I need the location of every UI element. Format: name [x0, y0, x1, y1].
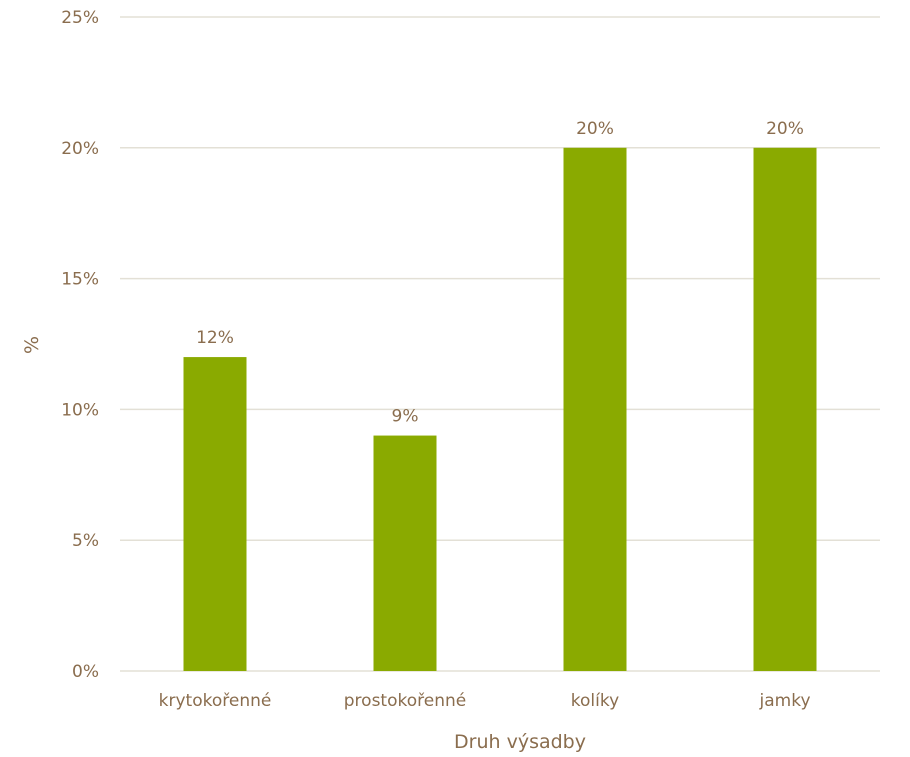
bar-value-label: 20% — [766, 119, 804, 139]
y-axis-title: % — [21, 336, 43, 354]
y-tick-label: 20% — [61, 139, 99, 159]
x-axis-title: Druh výsadby — [454, 731, 586, 753]
bar-value-label: 20% — [576, 119, 614, 139]
x-category-label: krytokořenné — [159, 691, 272, 711]
x-axis-categories: krytokořenné prostokořenné kolíky jamky — [159, 691, 811, 711]
x-category-label: prostokořenné — [344, 691, 466, 711]
y-tick-label: 5% — [72, 531, 99, 551]
gridlines — [120, 16, 880, 672]
x-category-label: jamky — [759, 691, 811, 711]
y-tick-label: 0% — [72, 662, 99, 682]
x-category-label: kolíky — [571, 691, 619, 711]
bar — [373, 435, 437, 671]
y-axis-ticks: 0% 5% 10% 15% 20% 25% — [61, 8, 99, 682]
bars — [183, 147, 817, 672]
bar — [563, 147, 627, 672]
data-labels: 12% 9% 20% 20% — [196, 119, 804, 427]
bar-value-label: 12% — [196, 328, 234, 348]
bar — [183, 357, 247, 671]
bar — [753, 147, 817, 672]
bar-value-label: 9% — [392, 407, 419, 427]
y-tick-label: 15% — [61, 270, 99, 290]
y-tick-label: 10% — [61, 400, 99, 420]
y-tick-label: 25% — [61, 8, 99, 28]
